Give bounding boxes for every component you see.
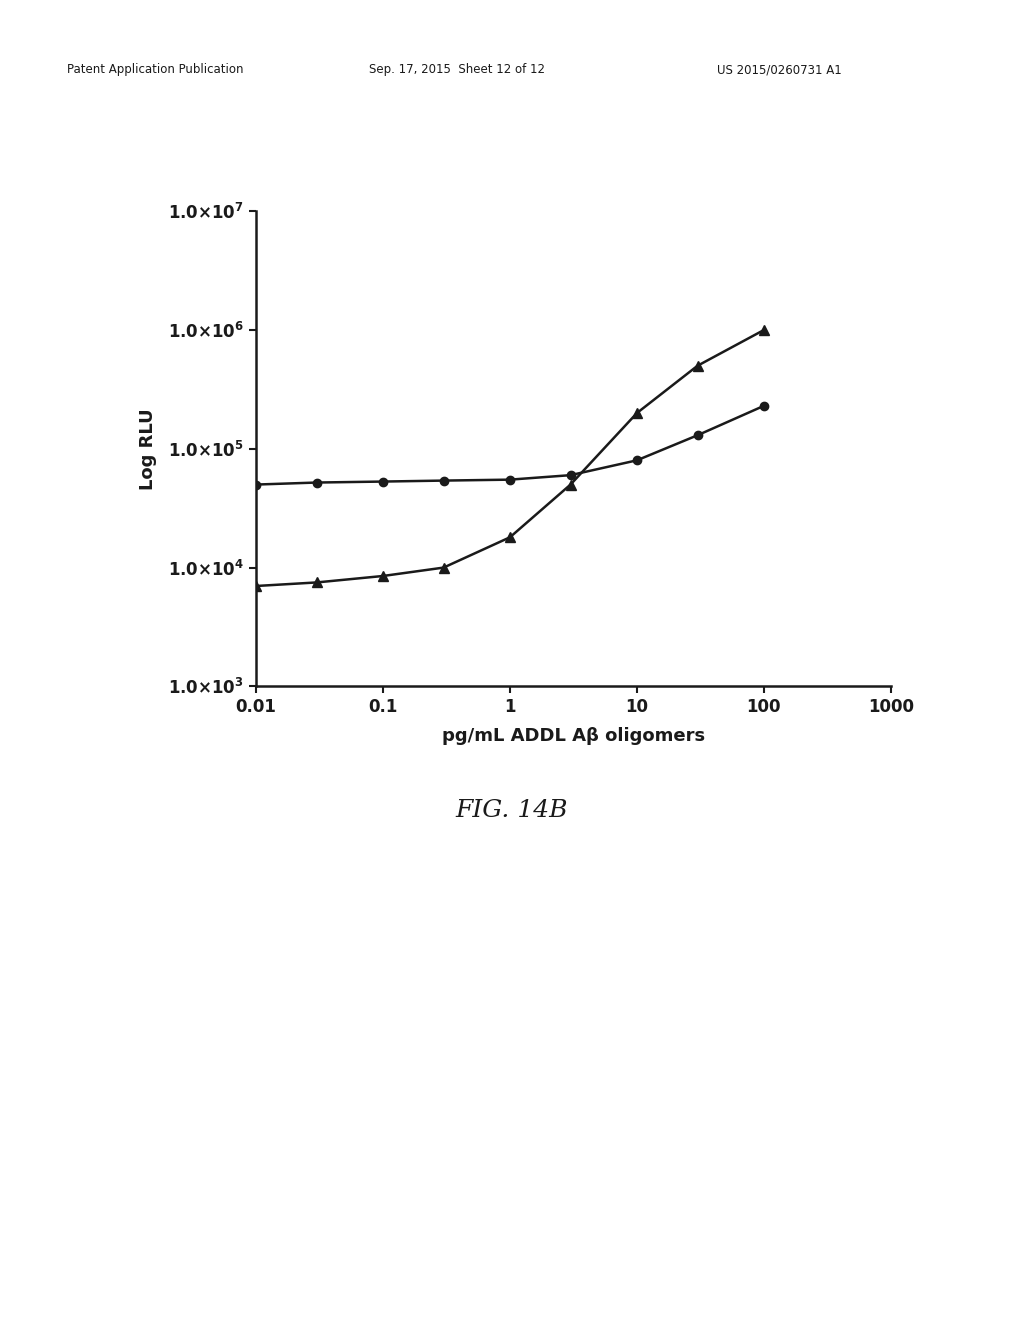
Text: Sep. 17, 2015  Sheet 12 of 12: Sep. 17, 2015 Sheet 12 of 12 — [369, 63, 545, 77]
Y-axis label: Log RLU: Log RLU — [139, 408, 157, 490]
Text: FIG. 14B: FIG. 14B — [456, 799, 568, 821]
X-axis label: pg/mL ADDL Aβ oligomers: pg/mL ADDL Aβ oligomers — [442, 727, 705, 746]
Text: US 2015/0260731 A1: US 2015/0260731 A1 — [717, 63, 842, 77]
Text: Patent Application Publication: Patent Application Publication — [67, 63, 243, 77]
